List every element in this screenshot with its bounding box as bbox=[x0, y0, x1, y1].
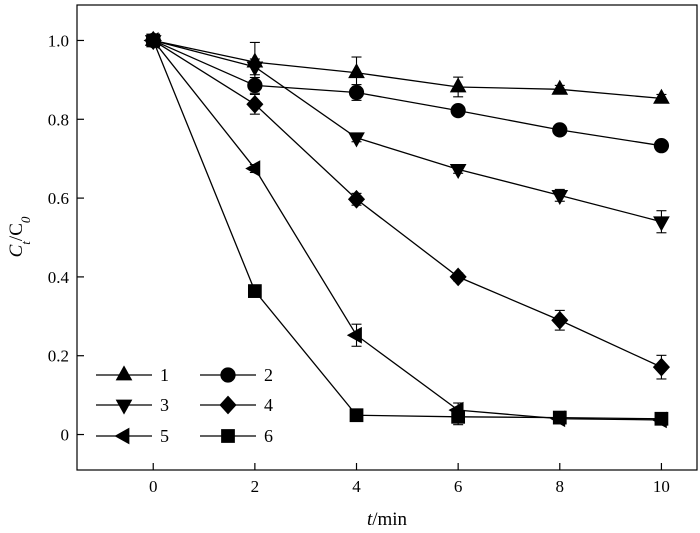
legend-item-5: 5 bbox=[96, 426, 169, 446]
data-point-6 bbox=[146, 33, 161, 48]
data-point-4 bbox=[652, 357, 670, 377]
data-point-6 bbox=[349, 408, 364, 423]
data-point-5 bbox=[245, 160, 261, 177]
x-tick-label: 0 bbox=[149, 477, 158, 496]
x-tick-label: 8 bbox=[556, 477, 565, 496]
data-point-6 bbox=[552, 410, 567, 425]
data-point-2 bbox=[450, 102, 466, 119]
data-point-6 bbox=[451, 409, 466, 424]
series-line-6 bbox=[152, 40, 662, 420]
series-1 bbox=[144, 30, 670, 104]
data-point-1 bbox=[449, 77, 467, 93]
data-point-3 bbox=[449, 163, 467, 179]
data-point-4 bbox=[449, 267, 467, 287]
data-point-1 bbox=[348, 63, 365, 79]
series-line-4 bbox=[152, 39, 662, 368]
legend-marker-5 bbox=[114, 427, 130, 445]
data-point-3 bbox=[246, 61, 264, 77]
legend-label-1: 1 bbox=[160, 365, 169, 385]
y-tick-label: 0.4 bbox=[48, 268, 70, 287]
legend-item-1: 1 bbox=[96, 365, 169, 385]
data-point-5 bbox=[346, 326, 362, 344]
legend-item-3: 3 bbox=[96, 395, 169, 415]
data-point-2 bbox=[247, 77, 263, 94]
legend-item-6: 6 bbox=[200, 426, 273, 446]
legend-item-4: 4 bbox=[200, 395, 273, 415]
y-tick-label: 0.6 bbox=[48, 189, 69, 208]
series-layer bbox=[143, 30, 670, 429]
legend-label-4: 4 bbox=[264, 395, 273, 415]
series-line-2 bbox=[152, 39, 662, 147]
data-point-4 bbox=[551, 310, 569, 330]
legend-marker-4 bbox=[219, 395, 237, 415]
series-line-1 bbox=[153, 39, 662, 100]
data-point-6 bbox=[654, 411, 669, 426]
data-point-3 bbox=[551, 189, 569, 205]
data-point-1 bbox=[653, 88, 670, 104]
x-tick-label: 6 bbox=[454, 477, 463, 496]
data-point-4 bbox=[347, 189, 366, 209]
data-point-6 bbox=[247, 284, 262, 298]
legend-label-2: 2 bbox=[264, 365, 273, 385]
series-4 bbox=[144, 31, 670, 380]
series-line-5 bbox=[152, 40, 662, 421]
legend: 1 2 3 4 5 6 bbox=[96, 365, 273, 446]
data-point-2 bbox=[653, 138, 670, 154]
data-point-3 bbox=[653, 216, 670, 232]
axis-ticks: 0 2 4 6 8 10 0 0.2 0.4 0.6 0.8 1.0 bbox=[48, 31, 670, 496]
series-6 bbox=[146, 33, 669, 426]
x-tick-label: 2 bbox=[251, 477, 260, 496]
legend-marker-2 bbox=[220, 367, 236, 383]
legend-marker-1 bbox=[115, 365, 133, 381]
y-tick-label: 1.0 bbox=[48, 31, 69, 50]
legend-label-3: 3 bbox=[160, 395, 169, 415]
legend-label-5: 5 bbox=[160, 426, 169, 446]
data-point-2 bbox=[348, 84, 365, 101]
data-point-1 bbox=[551, 79, 569, 95]
plot-frame bbox=[76, 4, 698, 471]
y-tick-label: 0.8 bbox=[48, 110, 69, 129]
legend-item-2: 2 bbox=[200, 365, 273, 385]
data-point-2 bbox=[552, 122, 568, 138]
y-tick-label: 0 bbox=[61, 426, 70, 445]
legend-label-6: 6 bbox=[264, 426, 273, 446]
legend-marker-6 bbox=[221, 429, 235, 443]
x-tick-label: 10 bbox=[653, 477, 670, 496]
series-3 bbox=[144, 35, 670, 234]
data-point-3 bbox=[348, 132, 365, 148]
series-2 bbox=[145, 32, 670, 154]
legend-marker-3 bbox=[115, 399, 133, 415]
y-tick-label: 0.2 bbox=[48, 347, 69, 366]
x-tick-label: 4 bbox=[352, 477, 361, 496]
y-axis-title: Ct/C0 bbox=[6, 216, 33, 257]
data-point-4 bbox=[246, 94, 264, 114]
series-line-3 bbox=[153, 39, 662, 223]
x-axis-title: t/min bbox=[367, 509, 408, 530]
